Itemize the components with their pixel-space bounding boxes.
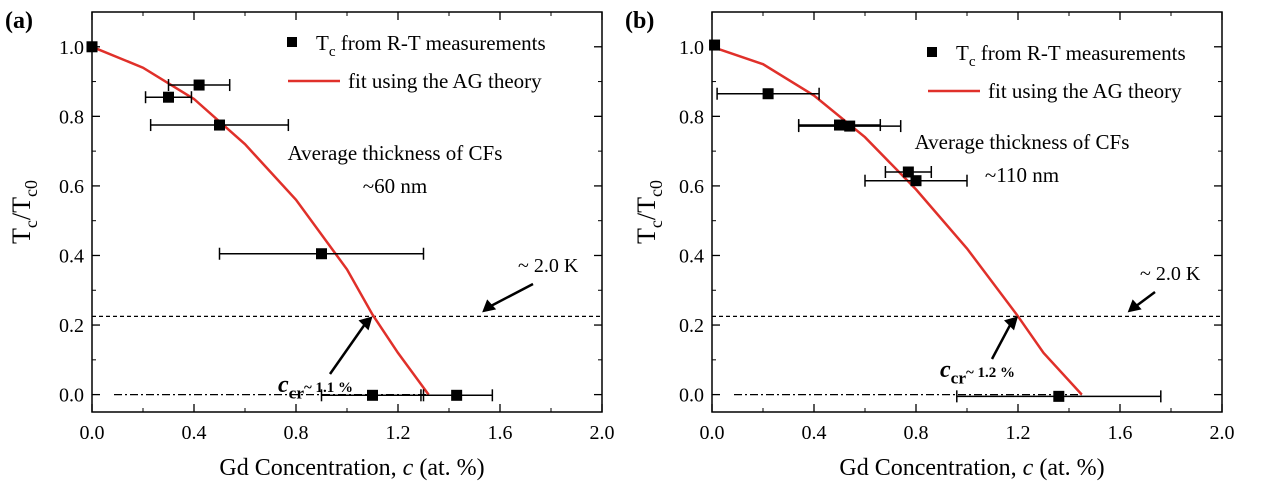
data-point [844, 120, 856, 132]
data-point [762, 88, 774, 100]
x-tick-label: 0.0 [80, 422, 105, 444]
threshold-label: ~ 2.0 K [1140, 263, 1201, 285]
thickness-value: ~110 nm [985, 163, 1059, 187]
data-point [214, 119, 225, 131]
y-axis-label: Tc/Tc0 [7, 180, 41, 244]
critical-arrow [328, 322, 367, 375]
fit-curve [91, 45, 430, 396]
y-tick-label: 0.4 [679, 245, 704, 267]
data-point [910, 175, 922, 187]
data-point [86, 41, 98, 53]
data-point [316, 248, 327, 260]
critical-arrowhead [1004, 316, 1018, 331]
data-point [902, 166, 914, 178]
y-tick-label: 0.8 [679, 106, 704, 128]
thickness-annotation: Average thickness of CFs [915, 130, 1130, 154]
legend-marker-square [287, 37, 297, 47]
x-tick-label: 1.2 [1006, 422, 1031, 444]
legend-fit-label: fit using the AG theory [988, 79, 1182, 103]
x-axis-label: Gd Concentration, c (at. %) [219, 455, 484, 481]
x-tick-label: 1.6 [1108, 422, 1133, 444]
chart-panel-a: 0.0 0.4 0.8 1.2 1.6 2.0 0.0 0.2 0.4 0.6 0.8 1.0 (a) G… [5, 8, 615, 481]
x-tick-label: 0.4 [182, 422, 207, 444]
x-tick-label: 0.8 [904, 422, 929, 444]
y-tick-label: 0.2 [679, 315, 704, 337]
data-point [709, 39, 721, 51]
critical-label: ccr~ 1.2 % [940, 357, 1015, 388]
x-axis-label: Gd Concentration, c (at. %) [839, 455, 1104, 481]
y-tick-label: 0.0 [59, 385, 84, 407]
critical-arrow [990, 322, 1013, 360]
threshold-arrowhead [482, 299, 497, 313]
legend-markers-label: Tc from R-T measurements [316, 31, 546, 60]
panel-label: (a) [5, 8, 33, 34]
x-tick-label: 0.8 [284, 422, 309, 444]
y-tick-label: 0.6 [59, 176, 84, 198]
data-point [1053, 390, 1065, 402]
critical-arrowhead [358, 316, 373, 331]
legend-markers-label: Tc from R-T measurements [956, 41, 1186, 70]
thickness-value: ~60 nm [363, 174, 427, 198]
y-tick-label: 0.8 [59, 106, 84, 128]
legend-fit-label: fit using the AG theory [348, 69, 542, 93]
fit-curve [711, 45, 1083, 396]
threshold-arrow [489, 282, 534, 308]
threshold-arrow [1134, 290, 1156, 308]
x-tick-label: 1.6 [488, 422, 513, 444]
threshold-arrowhead [1127, 299, 1142, 313]
x-tick-label: 2.0 [590, 422, 615, 444]
plot-frame [711, 11, 1223, 413]
x-tick-label: 1.2 [386, 422, 411, 444]
y-tick-label: 0.4 [59, 245, 84, 267]
legend-marker-square [927, 47, 937, 57]
data-point [193, 79, 205, 91]
chart-panel-b: 0.0 0.4 0.8 1.2 1.6 2.0 0.0 0.2 0.4 0.6 0.8 1.0 (b) G… [625, 8, 1235, 481]
x-tick-label: 2.0 [1210, 422, 1235, 444]
y-axis-label: Tc/Tc0 [632, 180, 666, 244]
panel-label: (b) [625, 8, 654, 34]
y-tick-label: 0.0 [679, 385, 704, 407]
threshold-label: ~ 2.0 K [518, 255, 579, 277]
data-point [834, 119, 845, 131]
x-tick-label: 0.0 [700, 422, 725, 444]
critical-label: ccr~ 1.1 % [278, 372, 353, 403]
thickness-annotation: Average thickness of CFs [288, 141, 503, 165]
y-tick-label: 0.2 [59, 315, 84, 337]
data-point [367, 389, 378, 401]
y-tick-label: 1.0 [59, 37, 84, 59]
data-point [163, 91, 174, 103]
data-point [451, 389, 463, 401]
x-tick-label: 0.4 [802, 422, 827, 444]
y-tick-label: 1.0 [679, 37, 704, 59]
y-tick-label: 0.6 [679, 176, 704, 198]
